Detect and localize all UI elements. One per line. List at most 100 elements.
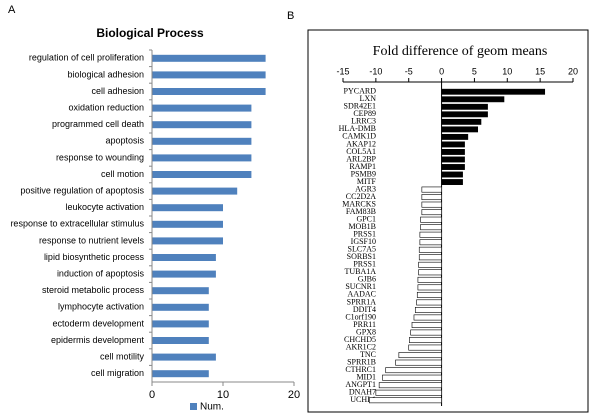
bar: [382, 374, 442, 381]
bar: [378, 382, 442, 389]
bar: [420, 216, 442, 223]
y-tick-label: ectoderm development: [52, 318, 144, 328]
y-tick-label: CTHRC1: [345, 365, 376, 374]
y-tick-label: SLC7A5: [348, 245, 376, 254]
bar: [441, 171, 463, 178]
y-tick-label: biological adhesion: [67, 69, 144, 79]
x-tick-label: -10: [369, 66, 382, 76]
y-tick-label: CAMK1D: [342, 132, 376, 141]
bar: [421, 209, 442, 216]
bar: [385, 367, 442, 374]
y-tick-label: AGR3: [355, 184, 376, 193]
bar: [418, 261, 442, 268]
y-tick-label: AADAC: [348, 290, 376, 299]
y-tick-label: TUBA1A: [344, 267, 376, 276]
y-tick-label: ANGPT1: [345, 380, 376, 389]
y-tick-label: epidermis development: [51, 335, 145, 345]
bar: [409, 337, 442, 343]
y-tick-label: regulation of cell proliferation: [29, 53, 144, 63]
y-tick-label: CHCHD5: [344, 335, 376, 344]
y-tick-label: programmed cell death: [52, 119, 144, 129]
bar: [419, 231, 442, 238]
y-tick-label: GJB6: [358, 275, 376, 284]
bar: [411, 322, 442, 328]
y-tick-label: UCHL1: [350, 395, 376, 404]
bar: [420, 224, 442, 231]
legend-swatch: [190, 403, 197, 410]
y-tick-label: CC2D2A: [346, 192, 376, 201]
y-tick-label: CEP89: [353, 109, 376, 118]
y-tick-label: DDIT4: [353, 305, 376, 314]
y-tick-label: cell motion: [101, 169, 144, 179]
bar: [152, 220, 223, 228]
x-tick-label: 20: [288, 389, 300, 401]
x-tick-label: 0: [149, 389, 155, 401]
bar: [152, 204, 223, 212]
y-tick-label: TNC: [360, 350, 376, 359]
bar: [395, 359, 442, 366]
bar: [417, 284, 442, 291]
y-tick-label: GPC1: [356, 214, 376, 223]
y-tick-label: ARL2BP: [346, 154, 376, 163]
bar: [152, 254, 216, 261]
y-tick-label: SUCNR1: [345, 282, 376, 291]
y-tick-label: steroid metabolic process: [42, 285, 145, 295]
bar: [152, 337, 209, 344]
y-tick-label: HLA-DMB: [339, 124, 376, 133]
bar: [421, 186, 442, 193]
bar: [416, 299, 442, 306]
y-tick-label: induction of apoptosis: [57, 268, 145, 278]
bar: [441, 111, 488, 118]
y-tick-label: PRSS1: [353, 260, 376, 269]
y-tick-label: SPRR1A: [347, 297, 377, 306]
bar: [152, 104, 252, 112]
y-tick-label: positive regulation of apoptosis: [20, 185, 144, 195]
bar: [418, 254, 442, 261]
bar: [414, 307, 442, 313]
bar: [413, 314, 442, 321]
y-tick-label: IGSF10: [351, 237, 376, 246]
y-tick-label: SORBS1: [347, 252, 376, 261]
y-tick-label: AKAP12: [346, 139, 376, 148]
panel-b-frame: [307, 29, 589, 413]
y-tick-label: leukocyte activation: [65, 202, 144, 212]
bar: [152, 171, 252, 178]
y-tick-label: PRSS1: [353, 230, 376, 239]
panel-label: A: [8, 4, 16, 16]
bar: [441, 133, 469, 140]
y-tick-label: cell adhesion: [91, 86, 144, 96]
bar: [441, 96, 505, 103]
y-tick-label: PSMB9: [351, 169, 376, 178]
chart-title: Biological Process: [96, 26, 204, 40]
y-tick-label: MITF: [357, 177, 377, 186]
x-tick-label: 5: [472, 66, 477, 76]
bar: [421, 194, 442, 201]
x-tick-label: 10: [217, 389, 229, 401]
bar: [152, 121, 252, 129]
y-tick-label: PYCARD: [344, 87, 377, 96]
y-tick-label: oxidation reduction: [68, 102, 144, 112]
y-tick-label: GPX8: [356, 327, 376, 336]
y-tick-label: response to wounding: [56, 152, 144, 162]
x-tick-label: -5: [405, 66, 413, 76]
y-tick-label: SDR42E1: [344, 102, 376, 111]
bar: [152, 287, 209, 295]
bar: [152, 187, 238, 195]
bar: [410, 329, 442, 336]
bar: [441, 141, 465, 148]
bar: [152, 320, 209, 328]
bar: [441, 156, 465, 163]
bar: [152, 54, 266, 62]
bar: [417, 276, 442, 283]
bar: [152, 154, 252, 162]
y-tick-label: DNAH7: [349, 388, 376, 397]
bar: [152, 137, 252, 145]
bar: [441, 126, 479, 133]
y-tick-label: LXN: [360, 94, 377, 103]
y-tick-label: MID1: [356, 372, 376, 381]
bar: [152, 370, 209, 378]
bar: [375, 389, 442, 396]
y-tick-label: response to nutrient levels: [39, 235, 145, 245]
